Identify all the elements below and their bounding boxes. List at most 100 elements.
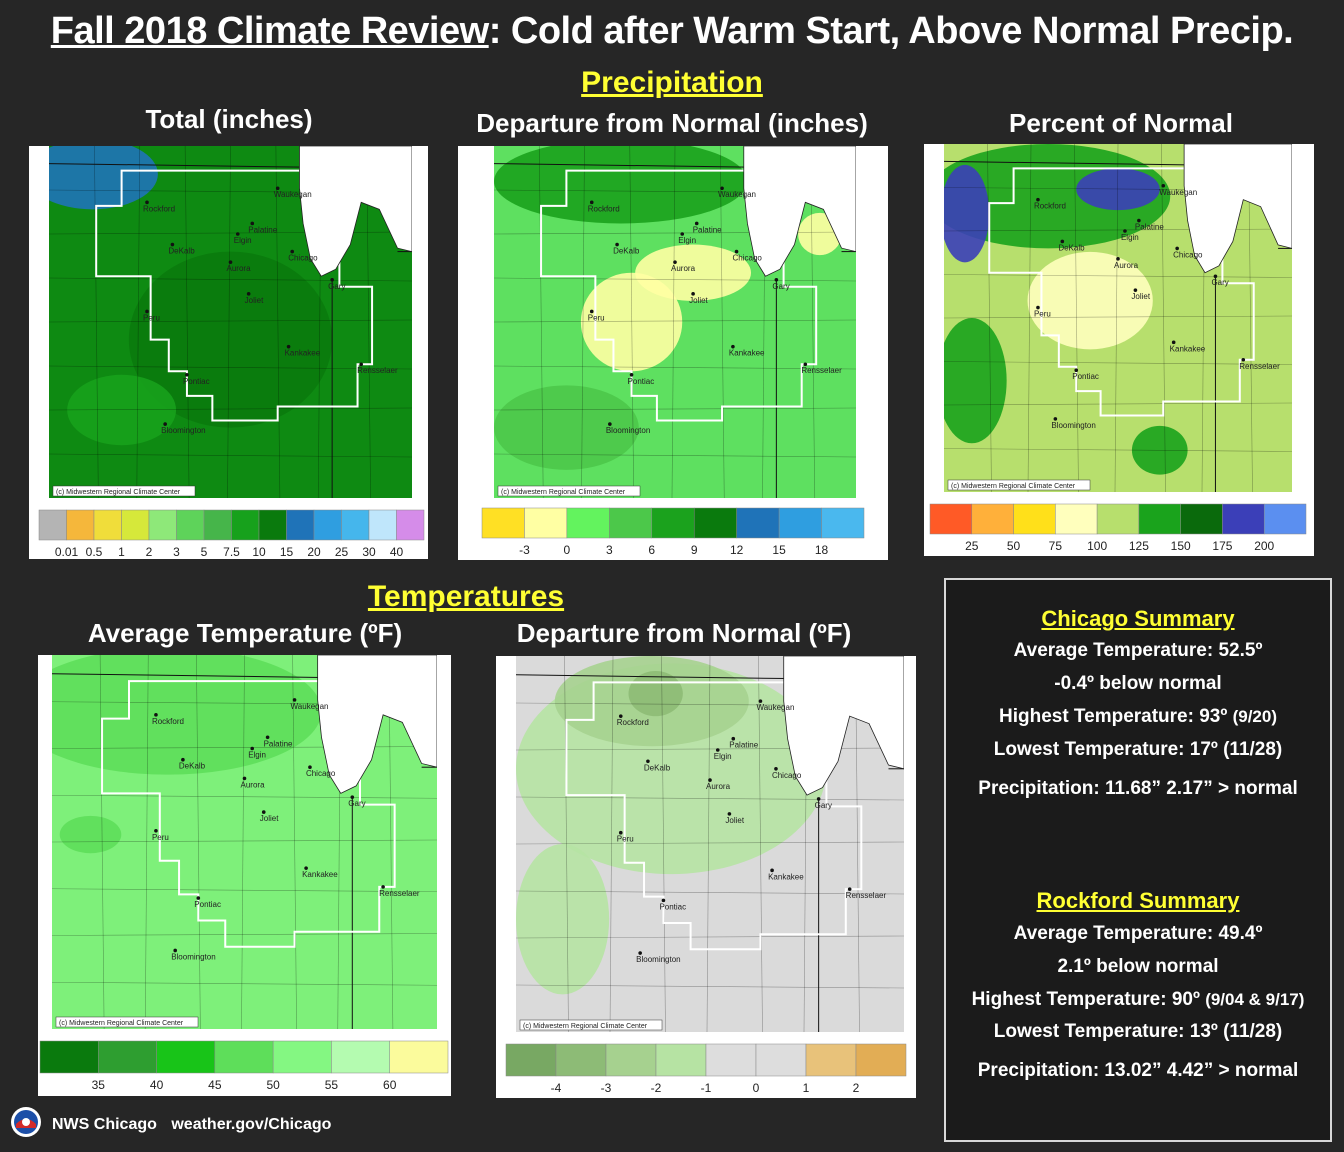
credit-text: (c) Midwestern Regional Climate Center [501,489,626,496]
city-label: Elgin [1121,233,1139,242]
city-dot [304,866,308,870]
temp-departure-title: Departure from Normal (ºF) [516,618,852,648]
city-dot [1036,197,1040,202]
city-label: Waukegan [1159,188,1197,197]
city-dot [770,868,774,873]
rockford-high-date: (9/04 & 9/17) [1205,990,1305,1009]
city-dot [1161,183,1166,188]
precip-departure-svg: Rockford Waukegan Palatine Elgin DeKalb Chica… [481,146,865,557]
rockford-lowest-temp: Lowest Temperature: 13º (11/28) [993,1021,1283,1042]
precip-percent-title: Percent of Normal [1009,108,1233,138]
city-label: Joliet [1131,292,1150,301]
precipitation-section-title: Precipitation [581,66,763,99]
legend-label: 15 [280,545,294,559]
legend-label: 60 [383,1078,397,1092]
lake-michigan [743,146,856,277]
city-dot [720,186,724,191]
state-line-wi [944,160,1188,166]
credit-text: (c) Midwestern Regional Climate Center [951,483,1076,490]
contour-region [59,815,122,854]
precip-total-map: Rockford Waukegan Palatine Elgin DeKalb Chica… [29,146,428,559]
legend-swatch [286,509,315,541]
legend-label: 2 [146,545,153,559]
contour-region [49,146,158,210]
city-dot [615,242,619,247]
legend-label: -3 [519,543,530,557]
legend-swatch [1263,503,1307,535]
city-dot [275,186,280,191]
city-label: Gary [815,801,832,810]
city-dot [727,812,732,816]
contour-region [128,251,333,428]
city-dot [816,797,821,801]
legend-label: 30 [362,545,376,559]
legend-label: 175 [1212,539,1232,553]
city-dot [261,810,266,814]
city-dot [246,292,251,296]
credit-text: (c) Midwestern Regional Climate Center [59,1020,184,1027]
temp-average-map-area: Rockford Waukegan Palatine Elgin DeKalb Chica… [52,655,437,1029]
city-label: Chicago [772,771,802,780]
footer-office: NWS Chicago [52,1116,157,1133]
temp-average-title: Average Temperature (ºF) [87,618,403,648]
chicago-high-date: (9/20) [1232,707,1278,726]
city-label: Rensselaer [379,889,420,898]
legend-label: 40 [150,1078,164,1092]
legend-label: 25 [335,545,349,559]
city-label: Waukegan [274,190,312,199]
city-label: Chicago [733,254,763,263]
city-label: DeKalb [1058,243,1085,252]
state-line-wi [516,674,788,680]
legend-label: -2 [651,1081,662,1095]
rockford-summary-heading: Rockford Summary [1036,888,1240,913]
city-dot [691,292,695,296]
city-dot [228,260,233,264]
legend-label: -3 [601,1081,612,1095]
legend-label: 6 [648,543,655,557]
contour-region [944,318,1007,444]
legend-swatch [929,503,973,535]
city-label: Aurora [227,264,252,273]
temp-departure-svg: Rockford Waukegan Palatine Elgin DeKalb Chica… [505,656,907,1095]
legend-label: 2 [853,1081,860,1095]
city-label: Joliet [689,296,708,305]
city-dot [1116,257,1120,261]
city-dot [629,373,634,377]
cwa-boundary [540,169,818,422]
city-label: Palatine [248,225,277,234]
legend-label: 9 [691,543,698,557]
lake-michigan [299,146,412,277]
city-dot [680,232,685,236]
city-dot [1060,239,1065,244]
city-label: Peru [152,833,169,842]
legend-swatch [655,1043,707,1077]
city-label: Bloomington [171,952,215,961]
city-dot [359,362,363,367]
legend-swatch [1013,503,1056,535]
legend-label: 15 [772,543,786,557]
legend-swatch [66,509,95,541]
city-label: Gary [1211,278,1228,287]
legend-label: 35 [92,1078,106,1092]
legend-swatch [524,507,568,539]
city-label: Rockford [152,717,184,726]
contour-region [67,374,177,446]
credit-text: (c) Midwestern Regional Climate Center [56,489,181,496]
city-dot [608,422,612,426]
legend-swatch [148,509,177,541]
city-label: Kankakee [729,349,765,358]
lake-michigan [1183,144,1292,274]
city-label: Kankakee [1170,344,1206,353]
city-dot [1074,368,1079,372]
legend-swatch [778,507,822,539]
legend-swatch [855,1043,907,1077]
credit-text: (c) Midwestern Regional Climate Center [523,1023,648,1030]
city-dot [715,748,720,752]
precip-departure-map: Rockford Waukegan Palatine Elgin DeKalb Chica… [458,146,888,560]
footer-url[interactable]: weather.gov/Chicago [171,1116,332,1133]
legend-label: 200 [1254,539,1274,553]
state-line-wi [494,163,748,168]
contour-region [52,655,322,775]
legend-swatch [98,1040,157,1074]
legend-label: 7.5 [223,545,240,559]
